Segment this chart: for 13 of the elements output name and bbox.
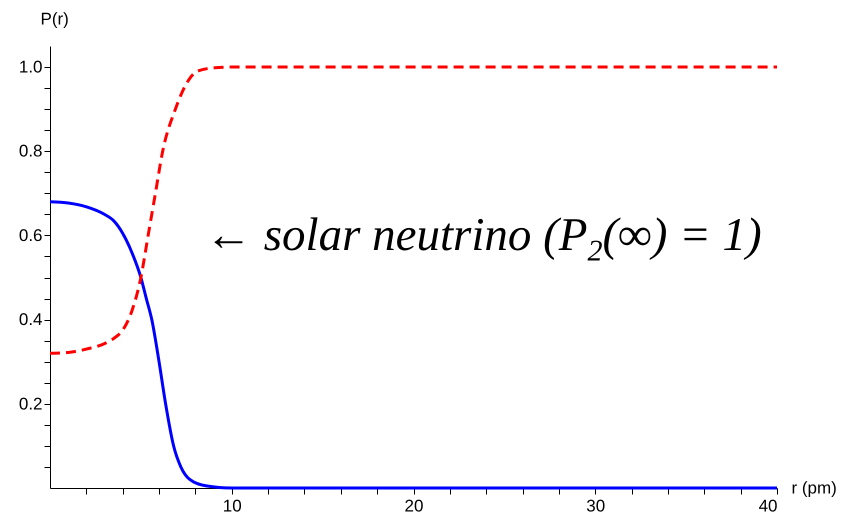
y-tick-label: 1.0 <box>18 58 42 77</box>
x-tick-label: 10 <box>222 496 242 516</box>
x-tick-label: 20 <box>404 496 424 516</box>
x-tick-label: 30 <box>586 496 606 516</box>
annotation: ← solar neutrino (P$_{2}$(∞) = 1) <box>205 209 762 268</box>
y-tick-label: 0.2 <box>18 394 42 414</box>
y-tick-label: 0.6 <box>18 226 42 245</box>
x-tick-label: 40 <box>758 496 778 516</box>
y-tick-label: 0.4 <box>18 310 42 330</box>
line-series <box>48 66 778 355</box>
x-axis-title: r (pm) <box>792 478 837 498</box>
y-axis-title: P(r) <box>40 10 69 28</box>
y-tick-label: 0.8 <box>18 142 42 161</box>
